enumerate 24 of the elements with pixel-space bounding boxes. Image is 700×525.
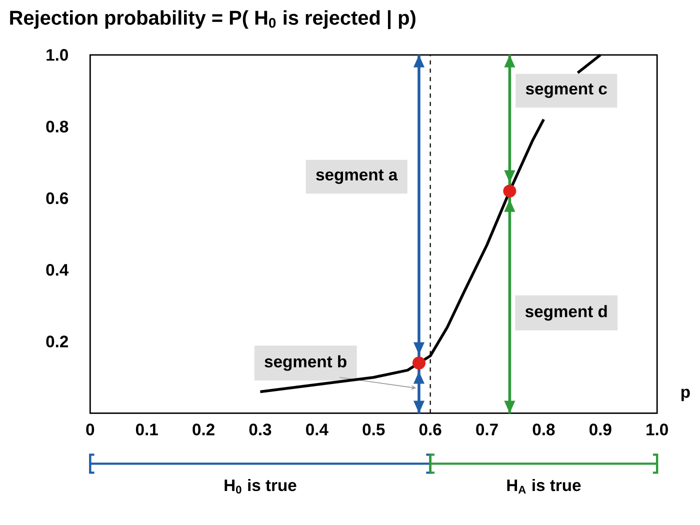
y-tick-label: 0.2: [46, 336, 68, 348]
text: H$_{A}$ is true: [507, 478, 581, 494]
x-tick-label: 0.1: [136, 424, 158, 436]
y-tick-label: 1.0: [46, 49, 68, 61]
y-tick-label: 0.8: [46, 120, 68, 132]
annotation: segment b: [264, 355, 346, 371]
x-tick-label: 0.3: [249, 424, 272, 436]
y-tick-label: 0.4: [46, 264, 69, 276]
x-tick-label: 1.0: [646, 424, 668, 436]
annotation: segment a: [316, 170, 398, 184]
annotation: segment c: [526, 84, 607, 98]
x-tick-label: 0: [86, 424, 94, 436]
x-tick-label: 0.5: [362, 424, 385, 436]
x-tick-label: 0.8: [532, 424, 555, 436]
x-tick-label: 0.2: [192, 424, 214, 436]
y-tick-label: 0.6: [46, 192, 68, 204]
x-tick-label: 0.4: [306, 424, 328, 436]
x-tick-label: 0.9: [590, 424, 612, 436]
chart-title: Rejection probability = P( H$_{0}$ is rejected | p): [10, 10, 416, 30]
annotation: segment d: [525, 305, 607, 321]
x-tick-label: 0.6: [419, 424, 442, 436]
x-axis-title: p: [681, 388, 690, 402]
x-tick-label: 0.7: [476, 424, 498, 436]
text: H$_{0}$ is true: [224, 478, 296, 494]
